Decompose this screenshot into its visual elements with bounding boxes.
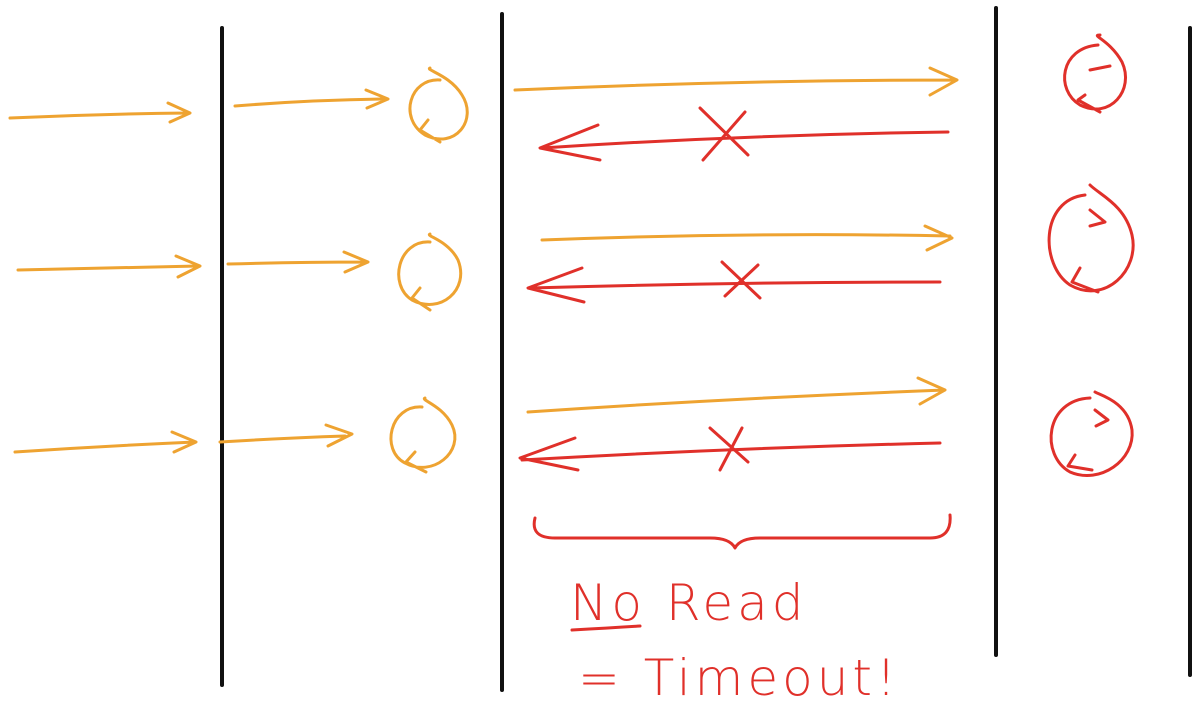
cross bbox=[698, 106, 750, 162]
cross bbox=[720, 260, 762, 300]
cross bbox=[708, 426, 750, 472]
arrow bbox=[8, 101, 192, 124]
spinner bbox=[1063, 33, 1128, 114]
arrow bbox=[16, 254, 202, 279]
arrow bbox=[526, 376, 947, 414]
row-3 bbox=[13, 376, 1134, 478]
spinner bbox=[389, 396, 457, 474]
arrow bbox=[233, 88, 390, 110]
note-line: No Read bbox=[570, 574, 808, 632]
spinner bbox=[408, 66, 469, 144]
arrow bbox=[226, 250, 370, 274]
arrow bbox=[540, 224, 954, 252]
underline bbox=[570, 624, 642, 632]
arrow bbox=[538, 123, 950, 162]
note-line: = Timeout! bbox=[578, 649, 900, 707]
arrow bbox=[513, 66, 959, 97]
spinner bbox=[1047, 183, 1135, 294]
arrow bbox=[13, 430, 198, 454]
row-1 bbox=[8, 33, 1128, 162]
row-2 bbox=[16, 183, 1135, 312]
brace bbox=[532, 513, 952, 550]
spinner bbox=[1049, 390, 1134, 478]
arrow bbox=[218, 423, 354, 448]
spinner bbox=[397, 232, 463, 312]
lifelines bbox=[220, 6, 1192, 692]
